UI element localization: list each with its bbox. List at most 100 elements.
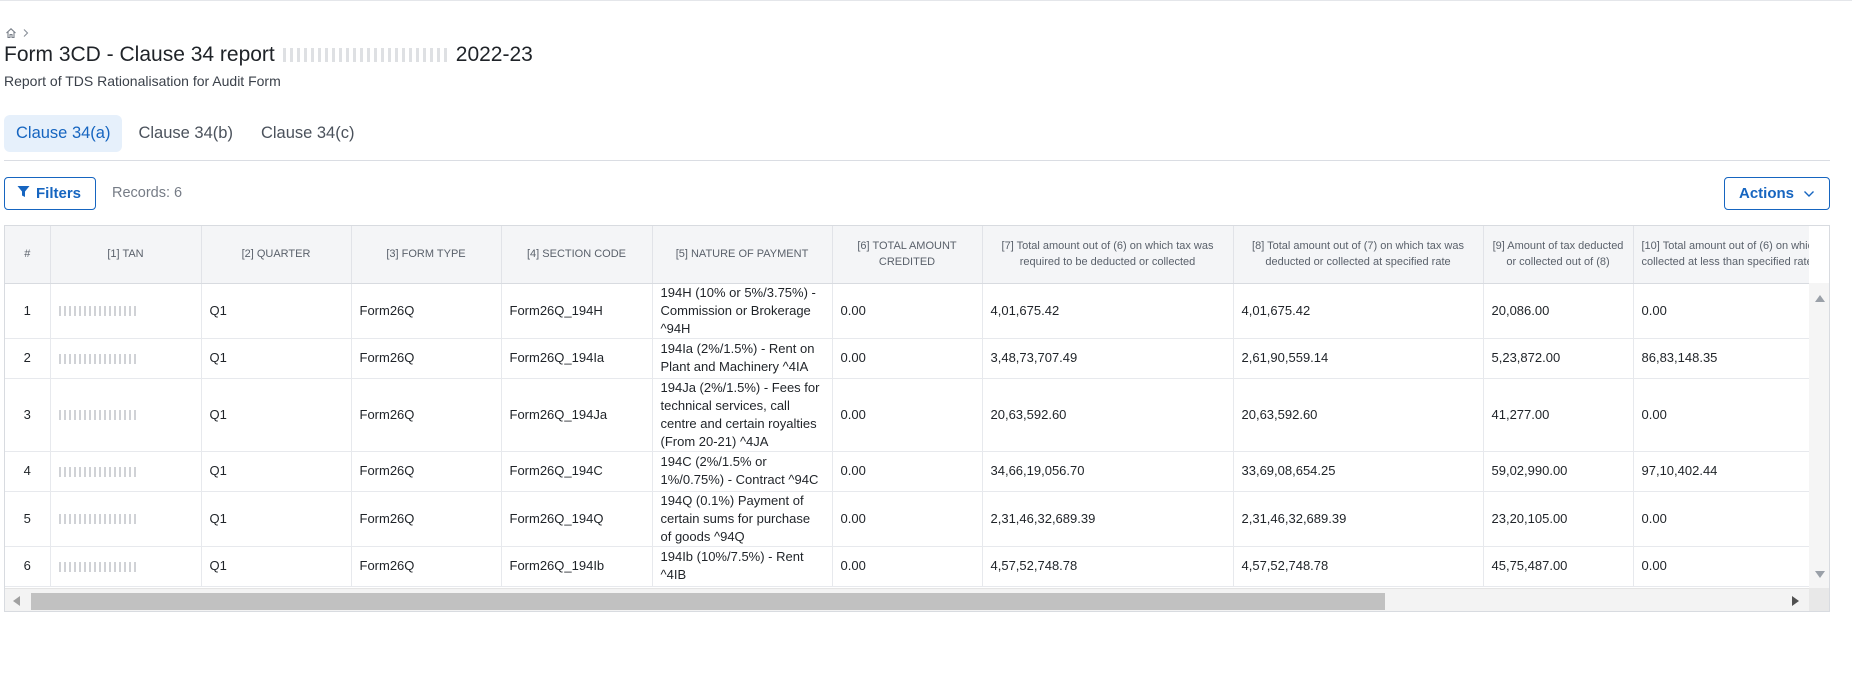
section-code-cell: Form26Q_194Ib [501, 546, 653, 587]
row-number: 3 [5, 378, 51, 452]
row-number: 5 [5, 491, 51, 547]
table-row[interactable]: 4 Q1 Form26Q Form26Q_194C 194C (2%/1.5% … [5, 451, 1809, 492]
table-row[interactable]: 5 Q1 Form26Q Form26Q_194Q 194Q (0.1%) Pa… [5, 491, 1809, 547]
records-count: Records: 6 [112, 185, 183, 201]
filters-button[interactable]: Filters [4, 177, 96, 210]
total-amount-credited-cell: 0.00 [832, 491, 983, 547]
form-type-cell: Form26Q [351, 451, 502, 492]
row-number: 1 [5, 283, 51, 339]
home-icon[interactable] [5, 27, 17, 39]
amount-less-rate-cell: 0.00 [1633, 546, 1809, 587]
amount-required-cell: 34,66,19,056.70 [982, 451, 1234, 492]
column-header[interactable]: [2] QUARTER [201, 226, 352, 284]
section-code-cell: Form26Q_194Q [501, 491, 653, 547]
top-divider [0, 0, 1852, 1]
quarter-cell: Q1 [201, 451, 352, 492]
redacted-tan [58, 306, 139, 317]
scrollbar-corner [1809, 588, 1829, 611]
column-header[interactable]: [10] Total amount out of (6) on which ta… [1633, 226, 1809, 284]
form-type-cell: Form26Q [351, 283, 502, 339]
section-code-cell: Form26Q_194Ja [501, 378, 653, 452]
scroll-left-icon[interactable] [13, 596, 20, 606]
form-type-cell: Form26Q [351, 338, 502, 379]
column-header[interactable]: [6] TOTAL AMOUNT CREDITED [832, 226, 983, 284]
amount-specified-rate-cell: 4,01,675.42 [1233, 283, 1484, 339]
scroll-down-icon[interactable] [1815, 571, 1825, 578]
tax-deducted-cell: 59,02,990.00 [1483, 451, 1634, 492]
total-amount-credited-cell: 0.00 [832, 338, 983, 379]
column-header[interactable]: [9] Amount of tax deducted or collected … [1483, 226, 1634, 284]
filters-button-label: Filters [36, 185, 82, 202]
amount-required-cell: 20,63,592.60 [982, 378, 1234, 452]
breadcrumb [5, 27, 30, 39]
column-header[interactable]: [1] TAN [50, 226, 202, 284]
redacted-tan [58, 561, 139, 572]
page-title: Form 3CD - Clause 34 report 2022-23 [4, 43, 533, 67]
table-row[interactable]: 1 Q1 Form26Q Form26Q_194H 194H (10% or 5… [5, 283, 1809, 339]
tax-deducted-cell: 41,277.00 [1483, 378, 1634, 452]
amount-required-cell: 4,01,675.42 [982, 283, 1234, 339]
tax-deducted-cell: 5,23,872.00 [1483, 338, 1634, 379]
tab-clause-34a[interactable]: Clause 34(a) [4, 115, 123, 152]
amount-specified-rate-cell: 20,63,592.60 [1233, 378, 1484, 452]
table-row[interactable]: 6 Q1 Form26Q Form26Q_194Ib 194Ib (10%/7.… [5, 546, 1809, 587]
scroll-up-icon[interactable] [1815, 295, 1825, 302]
row-number: 2 [5, 338, 51, 379]
amount-specified-rate-cell: 2,61,90,559.14 [1233, 338, 1484, 379]
horizontal-scrollbar[interactable] [5, 588, 1809, 611]
amount-required-cell: 4,57,52,748.78 [982, 546, 1234, 587]
clause-34a-table: # [1] TAN [2] QUARTER [3] FORM TYPE [4] … [5, 226, 1809, 587]
total-amount-credited-cell: 0.00 [832, 546, 983, 587]
page-subtitle: Report of TDS Rationalisation for Audit … [4, 73, 281, 89]
total-amount-credited-cell: 0.00 [832, 451, 983, 492]
quarter-cell: Q1 [201, 338, 352, 379]
row-number: 4 [5, 451, 51, 492]
total-amount-credited-cell: 0.00 [832, 283, 983, 339]
chevron-down-icon [1803, 185, 1815, 202]
nature-of-payment-cell: 194Q (0.1%) Payment of certain sums for … [652, 491, 833, 547]
nature-of-payment-cell: 194H (10% or 5%/3.75%) - Commission or B… [652, 283, 833, 339]
total-amount-credited-cell: 0.00 [832, 378, 983, 452]
quarter-cell: Q1 [201, 546, 352, 587]
redacted-tan [58, 514, 139, 525]
redacted-tan [58, 410, 139, 421]
quarter-cell: Q1 [201, 491, 352, 547]
horizontal-scroll-thumb[interactable] [31, 593, 1385, 610]
column-header[interactable]: # [5, 226, 51, 284]
column-header[interactable]: [8] Total amount out of (7) on which tax… [1233, 226, 1484, 284]
chevron-right-icon [22, 28, 30, 38]
column-header[interactable]: [4] SECTION CODE [501, 226, 653, 284]
tab-clause-34c[interactable]: Clause 34(c) [260, 124, 355, 142]
amount-specified-rate-cell: 2,31,46,32,689.39 [1233, 491, 1484, 547]
page-title-suffix: 2022-23 [455, 43, 533, 66]
page-title-prefix: Form 3CD - Clause 34 report [4, 43, 275, 66]
tax-deducted-cell: 45,75,487.00 [1483, 546, 1634, 587]
amount-less-rate-cell: 0.00 [1633, 283, 1809, 339]
grid-viewport: # [1] TAN [2] QUARTER [3] FORM TYPE [4] … [5, 226, 1809, 588]
table-header-row: # [1] TAN [2] QUARTER [3] FORM TYPE [4] … [5, 226, 1809, 284]
actions-button[interactable]: Actions [1724, 177, 1830, 210]
tan-cell [50, 283, 202, 339]
data-grid: # [1] TAN [2] QUARTER [3] FORM TYPE [4] … [4, 225, 1830, 612]
clause-tabs: Clause 34(a) Clause 34(b) Clause 34(c) [4, 115, 1830, 161]
scroll-right-icon[interactable] [1792, 596, 1799, 606]
section-code-cell: Form26Q_194C [501, 451, 653, 492]
column-header[interactable]: [3] FORM TYPE [351, 226, 502, 284]
nature-of-payment-cell: 194Ib (10%/7.5%) - Rent ^4IB [652, 546, 833, 587]
column-header[interactable]: [7] Total amount out of (6) on which tax… [982, 226, 1234, 284]
table-row[interactable]: 3 Q1 Form26Q Form26Q_194Ja 194Ja (2%/1.5… [5, 378, 1809, 452]
row-number: 6 [5, 546, 51, 587]
tan-cell [50, 378, 202, 452]
quarter-cell: Q1 [201, 378, 352, 452]
tan-cell [50, 338, 202, 379]
vertical-scrollbar[interactable] [1809, 283, 1829, 588]
actions-button-label: Actions [1739, 185, 1795, 202]
amount-less-rate-cell: 97,10,402.44 [1633, 451, 1809, 492]
nature-of-payment-cell: 194C (2%/1.5% or 1%/0.75%) - Contract ^9… [652, 451, 833, 492]
column-header[interactable]: [5] NATURE OF PAYMENT [652, 226, 833, 284]
redacted-tan [58, 353, 139, 364]
tab-clause-34b[interactable]: Clause 34(b) [138, 124, 233, 142]
table-row[interactable]: 2 Q1 Form26Q Form26Q_194Ia 194Ia (2%/1.5… [5, 338, 1809, 379]
amount-specified-rate-cell: 4,57,52,748.78 [1233, 546, 1484, 587]
section-code-cell: Form26Q_194H [501, 283, 653, 339]
